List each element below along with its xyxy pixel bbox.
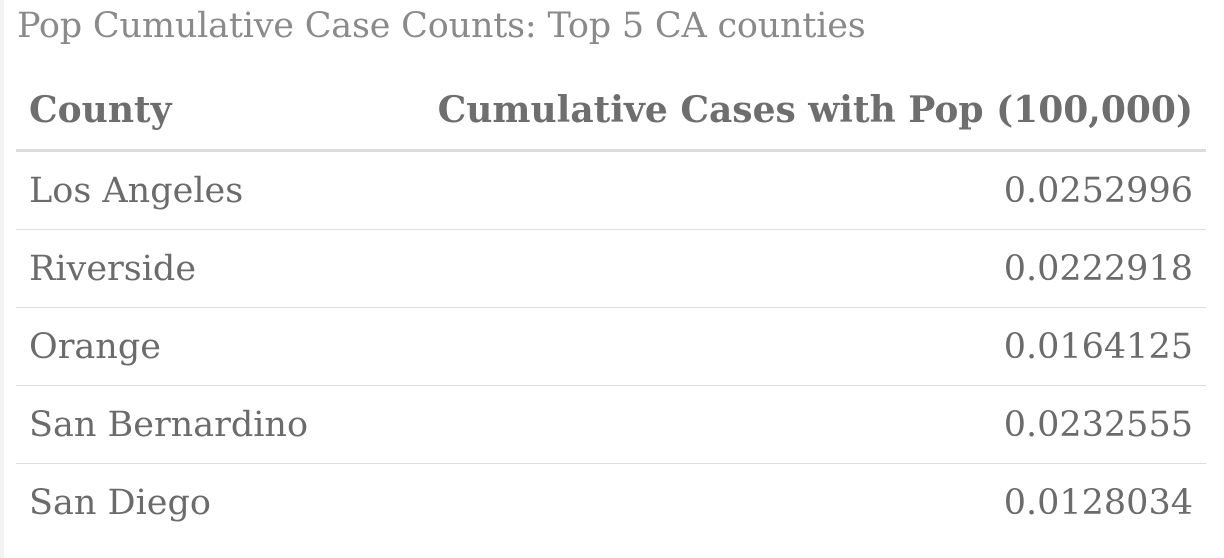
column-header-cumulative-cases: Cumulative Cases with Pop (100,000) [437, 89, 1193, 131]
value-cell: 0.0164125 [1003, 326, 1193, 367]
table-row: San Bernardino 0.0232555 [16, 386, 1206, 464]
column-header-county: County [29, 89, 172, 131]
value-cell: 0.0252996 [1003, 170, 1193, 211]
left-border [0, 0, 4, 558]
county-cell: Riverside [29, 248, 197, 289]
table-row: Riverside 0.0222918 [16, 230, 1206, 308]
table-row: Los Angeles 0.0252996 [16, 152, 1206, 230]
county-cell: Los Angeles [29, 170, 244, 211]
value-cell: 0.0128034 [1003, 483, 1193, 523]
table-row: San Diego 0.0128034 [16, 464, 1206, 542]
table-caption: Pop Cumulative Case Counts: Top 5 CA cou… [17, 6, 866, 46]
data-table: County Cumulative Cases with Pop (100,00… [16, 74, 1206, 542]
table-header-row: County Cumulative Cases with Pop (100,00… [16, 74, 1206, 152]
county-cell: San Bernardino [29, 404, 309, 445]
value-cell: 0.0222918 [1003, 248, 1193, 289]
value-cell: 0.0232555 [1003, 404, 1193, 445]
table-row: Orange 0.0164125 [16, 308, 1206, 386]
county-cell: Orange [29, 326, 161, 367]
county-cell: San Diego [29, 483, 211, 523]
